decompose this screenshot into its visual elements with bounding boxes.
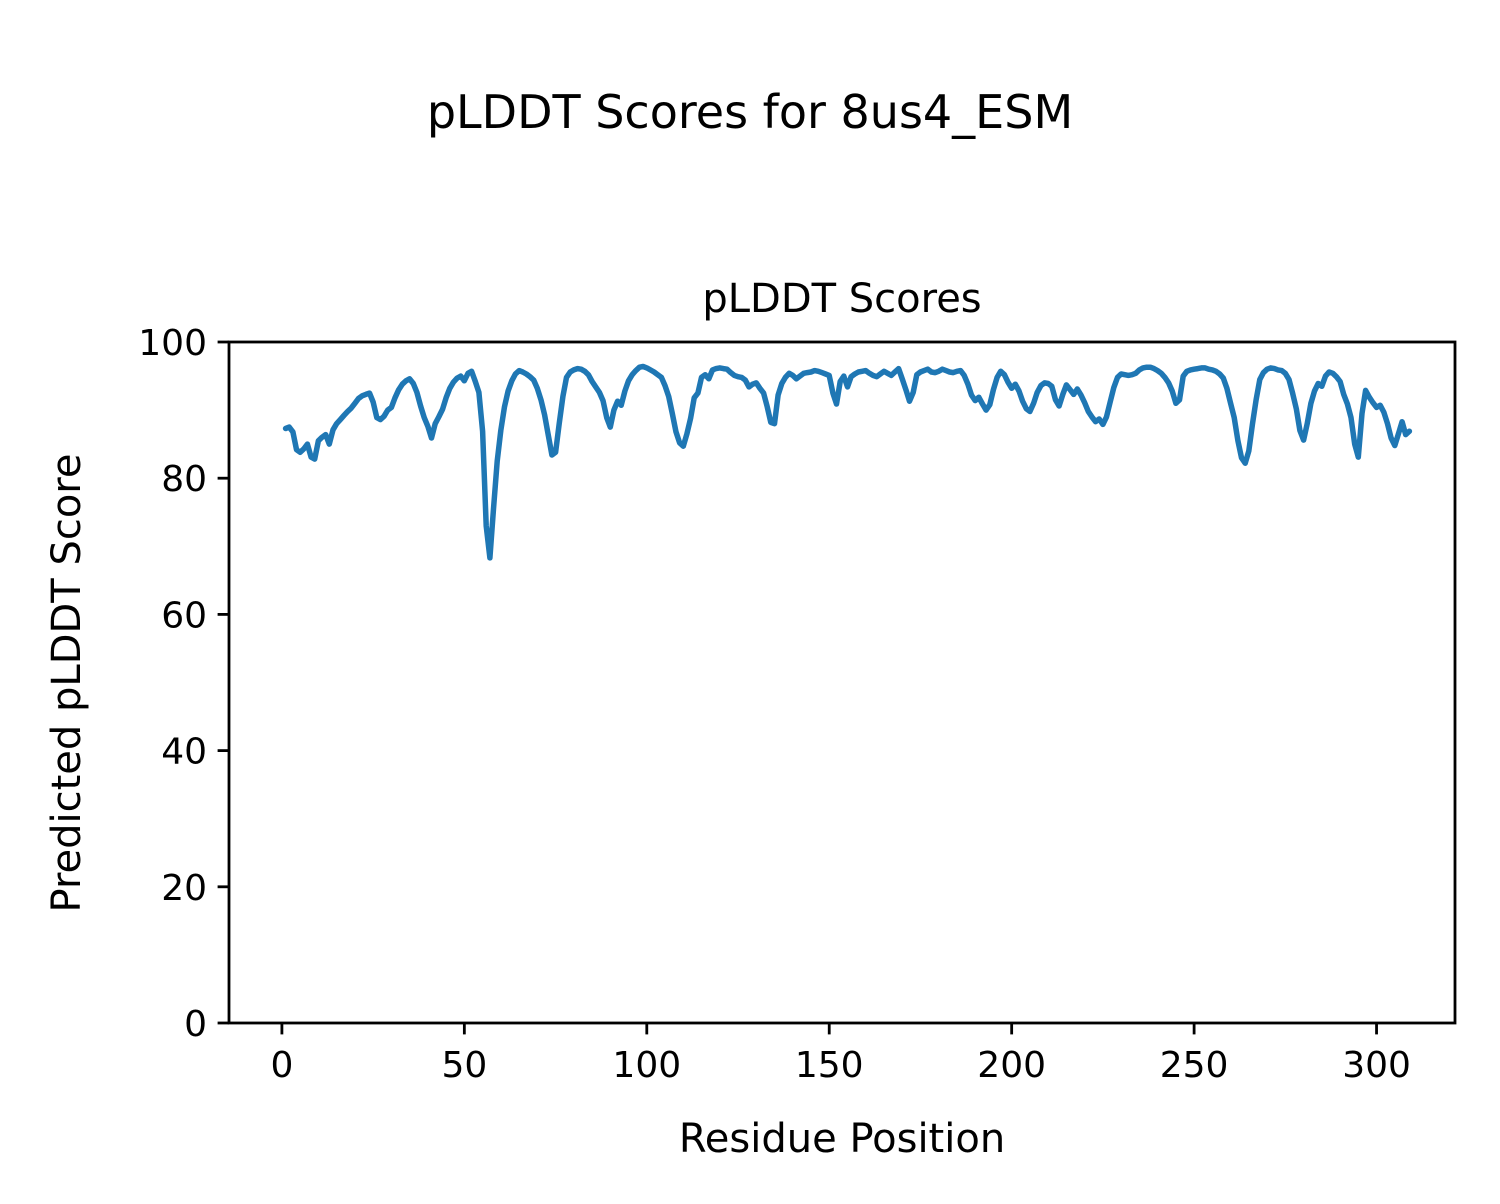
plot-line bbox=[282, 363, 1413, 561]
chart-title: pLDDT Scores bbox=[702, 276, 981, 322]
x-tick-label: 0 bbox=[270, 1045, 293, 1086]
x-tick-label: 50 bbox=[441, 1045, 487, 1086]
y-tick-label: 60 bbox=[161, 595, 207, 636]
x-axis-label: Residue Position bbox=[679, 1116, 1005, 1162]
y-tick-label: 80 bbox=[161, 459, 207, 500]
x-tick-label: 150 bbox=[795, 1045, 864, 1086]
x-tick-label: 200 bbox=[977, 1045, 1046, 1086]
x-tick-label: 100 bbox=[612, 1045, 681, 1086]
y-tick-label: 0 bbox=[184, 1004, 207, 1045]
y-tick-label: 100 bbox=[138, 323, 207, 364]
x-tick-label: 300 bbox=[1342, 1045, 1411, 1086]
y-tick-label: 20 bbox=[161, 868, 207, 909]
x-tick-label: 250 bbox=[1160, 1045, 1229, 1086]
plot-area: 0 50 100 150 200 250 300 0 20 40 60 80 100 bbox=[138, 323, 1457, 1086]
y-axis-label: Predicted pLDDT Score bbox=[44, 454, 90, 913]
figure-suptitle: pLDDT Scores for 8us4_ESM bbox=[427, 85, 1073, 139]
plot-border bbox=[227, 340, 1457, 1025]
y-tick-label: 40 bbox=[161, 732, 207, 773]
